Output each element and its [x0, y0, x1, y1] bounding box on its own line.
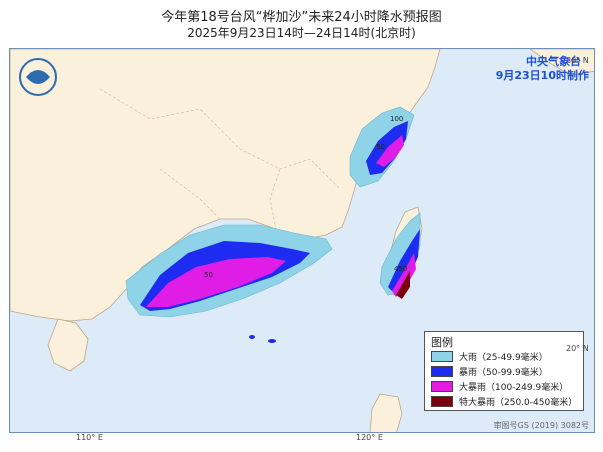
legend-item-extreme-rainstorm: 特大暴雨（250.0-450毫米） — [431, 395, 581, 409]
rain-storm-taiwan — [388, 229, 420, 295]
legend-label: 暴雨（50-99.9毫米） — [459, 368, 548, 378]
map-canvas: 50 100 50 450 — [10, 49, 594, 432]
issue-time: 9月23日10时制作 — [495, 69, 589, 82]
rain-storm-zhejiang — [366, 121, 408, 175]
legend-label: 大暴雨（100-249.9毫米） — [459, 383, 569, 393]
lon-label-110: 110° E — [76, 433, 103, 442]
legend-item-rainstorm: 暴雨（50-99.9毫米） — [431, 365, 581, 379]
agency-name: 中央气象台 — [526, 55, 581, 68]
contour-label-taiwan: 450 — [394, 265, 407, 273]
rain-severe-zhejiang — [376, 135, 404, 167]
legend-swatch — [431, 351, 453, 362]
cma-logo-mark — [26, 70, 50, 84]
hainan-land — [47, 318, 89, 372]
legend-swatch — [431, 396, 453, 407]
map-credit: 审图号GS (2019) 3082号 — [493, 421, 589, 430]
legend-title: 图例 — [431, 336, 453, 349]
legend-label: 大雨（25-49.9毫米） — [459, 353, 548, 363]
map-frame: 50 100 50 450 — [9, 48, 595, 433]
rain-severe-guangdong — [146, 257, 286, 307]
map-subtitle: 2025年9月23日14时—24日14时(北京时) — [187, 26, 416, 40]
lon-label-120: 120° E — [356, 433, 383, 442]
legend-label: 特大暴雨（250.0-450毫米） — [459, 398, 578, 408]
legend-swatch — [431, 381, 453, 392]
legend-item-heavy-rainstorm: 大暴雨（100-249.9毫米） — [431, 380, 581, 394]
rain-severe-taiwan — [392, 253, 416, 297]
contour-label-guangdong: 50 — [204, 271, 213, 279]
island-rain-1 — [249, 335, 255, 339]
contour-label-zhejiang: 100 — [390, 115, 403, 123]
header: 今年第18号台风“桦加沙”未来24小时降水预报图 2025年9月23日14时—2… — [0, 0, 603, 48]
legend-swatch — [431, 366, 453, 377]
legend-item-heavy-rain: 大雨（25-49.9毫米） — [431, 350, 581, 364]
province-borders — [99, 88, 341, 230]
luzon-land — [369, 393, 403, 432]
legend: 图例 大雨（25-49.9毫米） 暴雨（50-99.9毫米） 大暴雨（100-2… — [424, 331, 584, 411]
cma-logo — [19, 58, 57, 96]
rain-extreme-taiwan — [396, 271, 410, 299]
contour-label-fujian: 50 — [376, 143, 385, 151]
northeast-land — [529, 49, 594, 76]
island-rain-2 — [268, 339, 276, 343]
lat-label-30: 30° N — [566, 56, 589, 65]
lat-label-20: 20° N — [566, 344, 589, 353]
map-title: 今年第18号台风“桦加沙”未来24小时降水预报图 — [161, 10, 442, 25]
